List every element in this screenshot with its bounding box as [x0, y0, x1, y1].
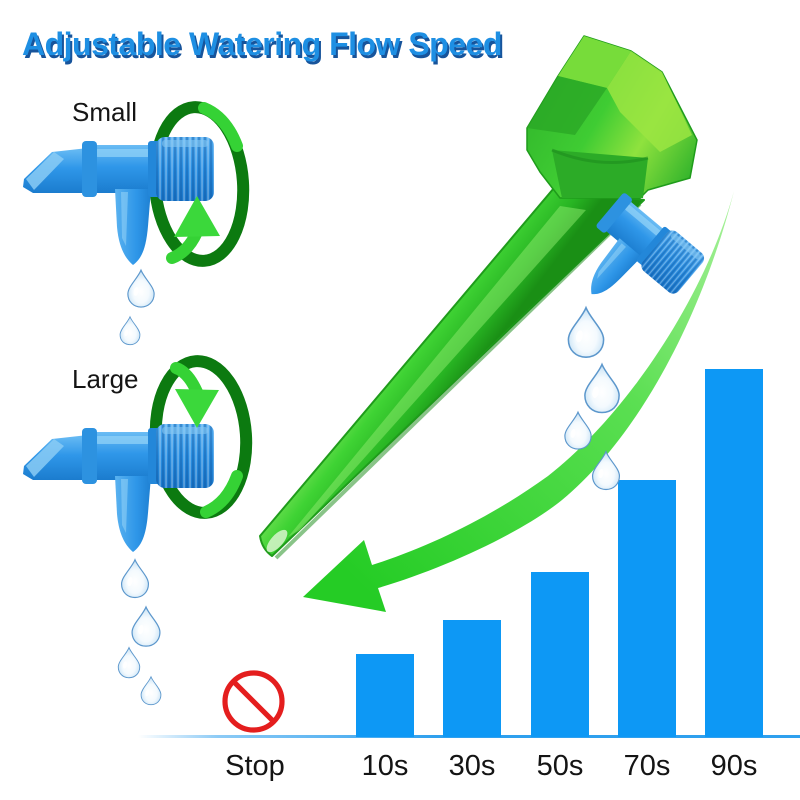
- small-flow-drops: [119, 269, 155, 346]
- large-valve: [23, 424, 214, 552]
- prohibition-slash: [231, 679, 276, 724]
- water-drop-icon: [120, 559, 150, 599]
- spike-cap-highlight: [607, 51, 692, 152]
- spike-cap-left-facet: [527, 76, 607, 135]
- water-drop-icon: [584, 363, 620, 414]
- bar-10s: [356, 654, 414, 737]
- bar-30s: [443, 620, 501, 737]
- water-drop-icon: [119, 316, 141, 346]
- small-flow-label: Small: [72, 97, 138, 127]
- water-drop-icon: [131, 606, 161, 647]
- water-drop-icon: [127, 269, 155, 308]
- flow-decrease-arrow-icon: [303, 191, 734, 612]
- bar-label-30s: 30s: [448, 750, 496, 782]
- spike-neck: [552, 150, 648, 198]
- bar-label-70s: 70s: [623, 750, 671, 782]
- bar-label-90s: 90s: [710, 750, 758, 782]
- spike-neck-line: [551, 148, 649, 164]
- bar-70s: [618, 480, 676, 737]
- water-drop-icon: [117, 647, 141, 679]
- large-flow-drops: [117, 559, 162, 706]
- rotate-down-arrow-icon: [170, 362, 243, 518]
- spike-tip-glint: [266, 529, 288, 553]
- rotate-up-arrow-icon: [166, 102, 243, 264]
- water-drop-icon: [140, 676, 162, 706]
- no-watering-icon: [222, 670, 285, 733]
- watering-spike: [259, 35, 698, 560]
- bar-label-50s: 50s: [536, 750, 584, 782]
- bar-label-10s: 10s: [361, 750, 409, 782]
- spike-highlight: [288, 206, 586, 537]
- prohibition-circle: [222, 670, 285, 733]
- spike-body: [259, 187, 645, 557]
- bar-90s: [705, 369, 763, 737]
- water-drop-icon: [567, 306, 605, 358]
- large-flow-label: Large: [72, 364, 139, 394]
- spike-cap-top-facet: [558, 36, 631, 88]
- page-title: Adjustable Watering Flow Speed: [22, 26, 502, 62]
- bar-label-Stop: Stop: [225, 750, 285, 782]
- spike-edge-shade: [274, 202, 642, 560]
- water-drop-icon: [564, 411, 592, 450]
- bar-50s: [531, 572, 589, 737]
